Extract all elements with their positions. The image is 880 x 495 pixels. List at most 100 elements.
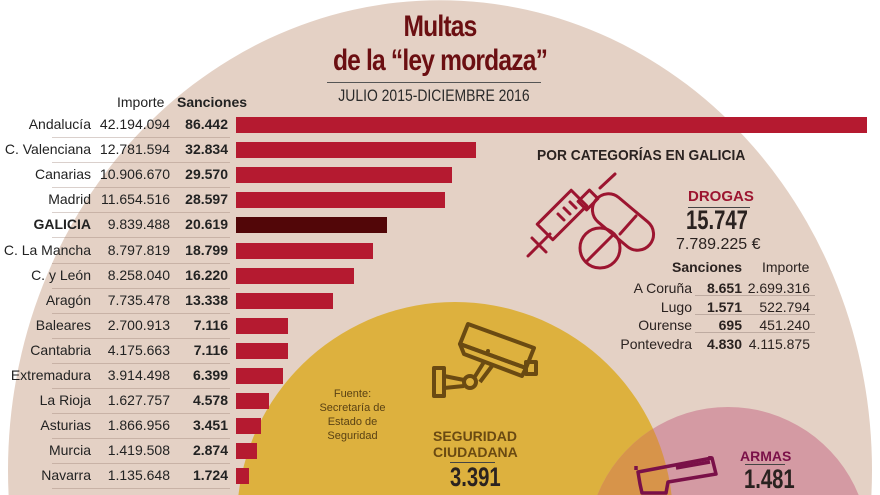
sanciones-value: 13.338 bbox=[185, 291, 228, 308]
province-sanciones: 8.651 bbox=[706, 280, 742, 296]
source-line-1: Fuente: bbox=[333, 388, 372, 400]
bar bbox=[236, 418, 262, 435]
bar-row: Murcia 1.419.508 2.874 bbox=[0, 439, 880, 465]
importe-value: 42.194.094 bbox=[99, 116, 170, 132]
sanciones-value: 16.220 bbox=[185, 266, 228, 283]
seguridad-sanciones: 3.391 bbox=[450, 462, 501, 492]
galicia-categories-title: POR CATEGORÍAS EN GALICIA bbox=[537, 147, 746, 164]
drogas-sanciones: 15.747 bbox=[686, 205, 748, 235]
province-row: A Coruña 8.651 2.699.316 bbox=[600, 278, 815, 296]
row-separator bbox=[52, 137, 230, 138]
importe-value: 3.914.498 bbox=[107, 367, 170, 383]
column-header-sanciones: Sanciones bbox=[177, 94, 248, 110]
row-separator bbox=[52, 337, 230, 339]
galicia-table-header-sanciones: Sanciones bbox=[672, 259, 743, 275]
row-separator bbox=[52, 463, 230, 465]
region-label: Aragón bbox=[45, 291, 91, 308]
bar bbox=[236, 192, 445, 209]
row-separator bbox=[52, 438, 230, 440]
sanciones-value: 7.116 bbox=[193, 316, 228, 333]
province-importe: 522.794 bbox=[759, 298, 810, 315]
bar bbox=[236, 468, 249, 485]
province-importe: 2.699.316 bbox=[747, 280, 810, 296]
sanciones-value: 1.724 bbox=[192, 467, 228, 484]
province-row: Pontevedra 4.830 4.115.875 bbox=[600, 334, 815, 352]
region-label: Navarra bbox=[41, 467, 91, 484]
row-separator bbox=[52, 488, 230, 490]
bar-row: Andalucía 42.194.094 86.442 bbox=[0, 113, 880, 138]
sanciones-value: 86.442 bbox=[185, 116, 228, 132]
security-camera-icon bbox=[432, 322, 538, 398]
source-line-4: Seguridad bbox=[327, 430, 378, 442]
sanciones-value: 2.874 bbox=[192, 442, 228, 459]
row-separator bbox=[52, 162, 230, 164]
pistol-icon bbox=[634, 456, 718, 495]
bar bbox=[236, 267, 355, 284]
bar-row: Canarias 10.906.670 29.570 bbox=[0, 163, 880, 189]
province-name: Lugo bbox=[660, 298, 692, 315]
importe-value: 9.839.488 bbox=[107, 216, 170, 233]
province-name: Pontevedra bbox=[620, 335, 692, 352]
bar bbox=[236, 368, 283, 384]
sanciones-value: 29.570 bbox=[185, 166, 228, 183]
seguridad-label-line-1: SEGURIDAD bbox=[433, 428, 518, 444]
source-line-3: Estado de bbox=[327, 416, 378, 428]
title-divider bbox=[327, 82, 541, 83]
importe-value: 10.906.670 bbox=[99, 166, 170, 183]
bar-row: C. y León 8.258.040 16.220 bbox=[0, 264, 880, 289]
seguridad-label-line-2: CIUDADANA bbox=[433, 444, 518, 460]
bar bbox=[236, 317, 288, 334]
source-note: Fuente: Secretaría de Estado de Segurida… bbox=[305, 387, 400, 443]
region-label: C. La Mancha bbox=[3, 241, 91, 258]
sanciones-value: 3.451 bbox=[192, 417, 228, 434]
region-label: Cantabria bbox=[30, 341, 91, 358]
bar-row: Cantabria 4.175.663 7.116 bbox=[0, 339, 880, 364]
row-separator bbox=[52, 187, 230, 189]
bar-row: Extremadura 3.914.498 6.399 bbox=[0, 364, 880, 389]
bar bbox=[236, 142, 476, 159]
bar bbox=[236, 167, 452, 184]
region-label: Murcia bbox=[48, 442, 91, 459]
bar bbox=[236, 292, 334, 309]
title-line-2: de la “ley mordaza” bbox=[332, 44, 548, 77]
sanciones-value: 6.399 bbox=[192, 367, 228, 383]
bar bbox=[236, 393, 270, 410]
bar-row: C. Valenciana 12.781.594 32.834 bbox=[0, 138, 880, 164]
importe-value: 1.419.508 bbox=[107, 442, 170, 459]
importe-value: 8.797.819 bbox=[107, 241, 170, 258]
province-importe: 451.240 bbox=[759, 317, 810, 333]
sanciones-value: 20.619 bbox=[185, 216, 228, 233]
bar-row: Madrid 11.654.516 28.597 bbox=[0, 188, 880, 214]
province-importe: 4.115.875 bbox=[748, 335, 810, 352]
bar bbox=[236, 342, 288, 359]
sanciones-value: 7.116 bbox=[193, 341, 228, 358]
region-label: Madrid bbox=[48, 191, 91, 208]
bar-row: GALICIA 9.839.488 20.619 bbox=[0, 213, 880, 239]
title-line-1: Multas bbox=[403, 10, 477, 43]
row-separator bbox=[695, 295, 815, 296]
province-row: Ourense 695 451.240 bbox=[600, 315, 815, 333]
armas-divider bbox=[745, 464, 785, 465]
bar-row: La Rioja 1.627.757 4.578 bbox=[0, 389, 880, 415]
importe-value: 2.700.913 bbox=[107, 316, 170, 333]
seguridad-divider bbox=[450, 462, 495, 463]
importe-value: 11.654.516 bbox=[100, 191, 170, 208]
column-header-importe: Importe bbox=[117, 94, 165, 110]
subtitle: JULIO 2015-DICIEMBRE 2016 bbox=[338, 86, 530, 105]
row-separator bbox=[52, 413, 230, 415]
bar-row: Navarra 1.135.648 1.724 bbox=[0, 464, 880, 490]
importe-value: 1.627.757 bbox=[107, 392, 170, 409]
row-separator bbox=[52, 362, 230, 364]
region-label: C. Valenciana bbox=[4, 141, 91, 158]
drogas-importe: 7.789.225 € bbox=[676, 236, 761, 253]
row-separator bbox=[695, 332, 815, 333]
row-separator bbox=[52, 312, 230, 314]
bar bbox=[236, 117, 867, 133]
region-label: Extremadura bbox=[10, 367, 91, 383]
province-sanciones: 695 bbox=[718, 317, 742, 333]
importe-value: 8.258.040 bbox=[107, 266, 170, 283]
row-separator bbox=[52, 237, 230, 239]
province-sanciones: 1.571 bbox=[706, 298, 742, 315]
importe-value: 1.135.648 bbox=[107, 467, 170, 484]
region-label: La Rioja bbox=[39, 392, 91, 409]
